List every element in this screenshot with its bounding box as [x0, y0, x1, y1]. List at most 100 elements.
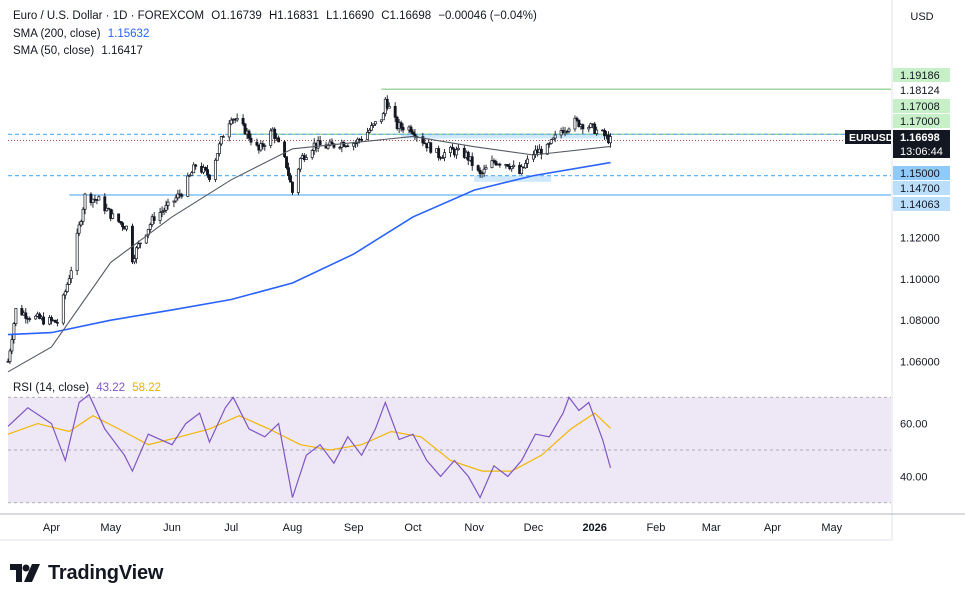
candle-up: [373, 121, 377, 125]
candle-up: [366, 131, 369, 140]
candle-down: [243, 123, 247, 135]
candle-up: [526, 158, 529, 164]
candle-down: [289, 175, 292, 183]
candle-up: [8, 350, 12, 362]
symbol-title: Euro / U.S. Dollar · 1D · FOREXCOM: [13, 10, 205, 22]
candle-up: [354, 142, 358, 145]
symbol-legend: Euro / U.S. Dollar · 1D · FOREXCOM O1.16…: [13, 8, 541, 24]
sma200-legend[interactable]: SMA (200, close) 1.15632: [13, 26, 153, 42]
candle-up: [490, 160, 494, 169]
tradingview-logo-text: TradingView: [48, 561, 164, 584]
candle-up: [172, 200, 176, 203]
time-axis-label: Mar: [702, 522, 721, 534]
candle-up: [12, 323, 16, 340]
candle-down: [208, 174, 211, 180]
candle-up: [512, 164, 516, 167]
candle-down: [249, 137, 253, 143]
price-tag-1.19186: [893, 68, 950, 82]
candle-up: [91, 198, 95, 203]
ohlc-high: H1.16831: [268, 10, 319, 22]
currency-button[interactable]: USD: [910, 11, 934, 23]
candle-up: [338, 146, 342, 149]
price-tag-label: 1.19186: [900, 70, 940, 82]
price-tag-label: 1.14700: [900, 183, 940, 195]
candle-up: [595, 129, 599, 134]
price-tick-label: 1.10000: [900, 274, 940, 286]
price-tick-label: 1.06000: [900, 356, 940, 368]
ohlc-close: C1.16698: [381, 10, 432, 22]
candle-up: [63, 291, 67, 296]
candle-up: [77, 224, 81, 234]
price-tag-label: 1.18124: [900, 85, 940, 97]
support-zone-1: [474, 175, 552, 182]
candle-up: [174, 197, 178, 202]
candle-down: [470, 156, 474, 166]
candle-up: [356, 138, 360, 144]
candle-up: [443, 152, 447, 158]
candle-up: [304, 157, 308, 160]
candle-up: [148, 224, 152, 230]
candle-down: [478, 169, 482, 175]
candle-down: [55, 322, 59, 324]
candle-down: [360, 139, 364, 141]
time-axis-label: May: [821, 522, 842, 534]
candle-up: [164, 205, 168, 211]
symbol-tag-label: EURUSD: [849, 132, 894, 144]
candle-up: [125, 225, 128, 230]
candle-up: [215, 153, 219, 161]
candle-down: [285, 156, 288, 169]
time-axis-label: Nov: [464, 522, 484, 534]
candle-up: [553, 134, 557, 139]
price-tag-1.14063: [893, 197, 950, 211]
tradingview-logo[interactable]: TradingView: [10, 560, 163, 586]
price-tag-label: 1.15000: [900, 168, 940, 180]
candle-up: [370, 125, 373, 131]
candle-down: [401, 127, 405, 131]
rsi-value: 43.22: [96, 382, 126, 394]
candle-up: [166, 201, 170, 206]
candle-up: [138, 242, 142, 245]
sma200-line: [7, 161, 611, 336]
time-axis-label: Jun: [163, 522, 181, 534]
price-tag-1.14700: [893, 181, 950, 195]
candle-down: [492, 160, 496, 162]
ohlc-low: L1.16690: [326, 10, 375, 22]
candle-up: [298, 158, 302, 170]
candle-down: [437, 148, 441, 158]
ohlc-open: O1.16739: [211, 10, 262, 22]
candle-up: [454, 149, 458, 156]
tradingview-logo-icon: [10, 564, 40, 582]
sma50-label: SMA (50, close): [13, 45, 95, 57]
candle-down: [409, 126, 413, 133]
candle-down: [287, 167, 290, 177]
candle-up: [609, 136, 612, 144]
candle-up: [14, 308, 18, 324]
candle-up: [188, 174, 192, 177]
candle-down: [28, 318, 32, 320]
candle-up: [573, 117, 577, 130]
sma50-legend[interactable]: SMA (50, close) 1.16417: [13, 43, 147, 59]
candle-up: [326, 145, 330, 149]
candle-down: [332, 143, 336, 148]
sma50-line: [7, 135, 611, 373]
candle-up: [310, 150, 314, 158]
candle-up: [510, 166, 514, 170]
candle-up: [65, 284, 69, 292]
candle-down: [50, 317, 53, 321]
candle-up: [379, 119, 383, 122]
price-tag-1.18124: [893, 83, 950, 97]
price-tag-1.17000: [893, 114, 950, 128]
rsi-legend[interactable]: RSI (14, close) 43.22 58.22: [13, 380, 165, 396]
candle-down: [24, 312, 28, 319]
price-tag-label: 1.14063: [900, 199, 940, 211]
candle-down: [330, 141, 334, 145]
candle-up: [567, 128, 571, 132]
sma200-value: 1.15632: [107, 28, 150, 40]
candle-down: [221, 136, 225, 138]
current-price-tag: [893, 130, 950, 158]
candle-up: [587, 127, 591, 130]
candle-down: [241, 118, 245, 125]
candle-up: [545, 143, 549, 155]
candle-down: [194, 164, 198, 167]
